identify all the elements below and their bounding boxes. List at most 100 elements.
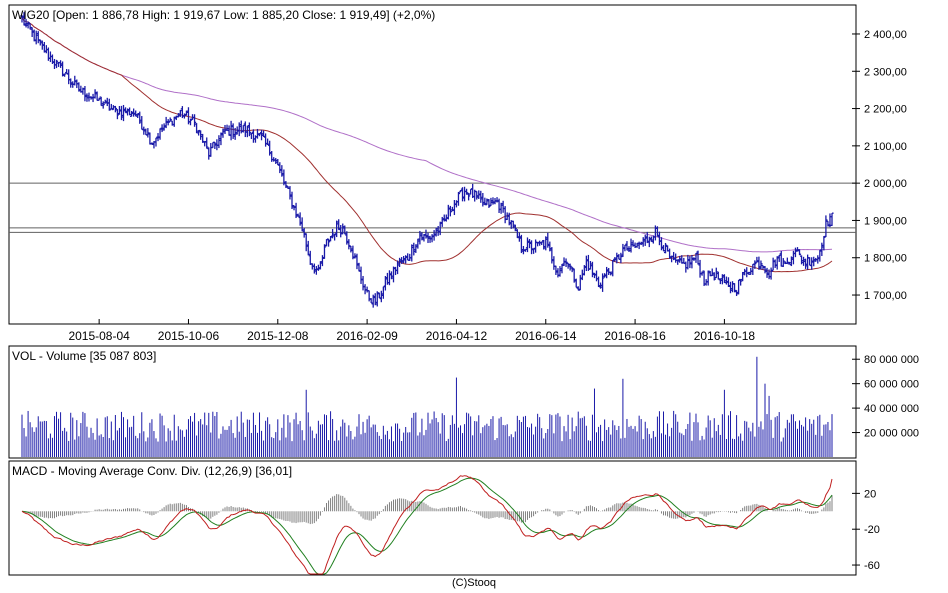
price-bar xyxy=(527,239,532,249)
price-bar xyxy=(540,241,544,246)
price-bar xyxy=(812,256,816,267)
price-bar xyxy=(109,103,113,110)
price-bar xyxy=(391,266,396,283)
price-bar xyxy=(460,187,465,202)
price-bar xyxy=(603,273,607,278)
price-bar xyxy=(389,271,394,280)
price-bar xyxy=(259,129,264,141)
price-bar xyxy=(566,262,570,269)
price-bar xyxy=(655,226,660,237)
price-bar xyxy=(558,266,562,277)
price-bar xyxy=(150,142,154,146)
price-bar xyxy=(63,73,67,77)
price-bar xyxy=(690,254,694,269)
price-y-tick-label: 2 300,00 xyxy=(864,66,907,78)
price-bar xyxy=(487,199,491,208)
footer-credit: (C)Stooq xyxy=(451,577,497,589)
price-bar xyxy=(479,190,483,203)
price-bar xyxy=(801,256,806,266)
price-bar xyxy=(395,260,400,275)
price-bar xyxy=(564,258,568,267)
price-bar xyxy=(127,107,132,116)
price-bar xyxy=(720,274,724,285)
price-bar xyxy=(590,261,595,278)
price-y-tick-label: 2 000,00 xyxy=(864,178,907,190)
price-bar xyxy=(641,237,645,247)
volume-y-tick-label: 60 000 000 xyxy=(864,379,919,391)
price-bar xyxy=(763,266,767,274)
price-bar xyxy=(499,202,503,214)
price-bar xyxy=(257,133,262,137)
price-bar xyxy=(434,227,438,237)
price-bar xyxy=(296,213,300,217)
price-bar xyxy=(373,293,377,306)
price-bar xyxy=(397,257,402,268)
macd-panel-frame xyxy=(8,460,857,576)
price-bar xyxy=(728,281,733,294)
price-bar xyxy=(718,278,722,285)
price-bar xyxy=(645,231,649,244)
price-bar xyxy=(26,21,30,29)
price-bar xyxy=(741,271,745,282)
price-bar xyxy=(489,197,493,207)
price-bar xyxy=(572,268,576,283)
price-bar xyxy=(113,105,117,113)
x-tick-label: 2015-10-06 xyxy=(158,329,220,343)
price-bar xyxy=(77,82,81,92)
price-bar xyxy=(584,255,588,272)
price-bar xyxy=(582,265,586,276)
price-bar xyxy=(722,274,727,284)
price-bar xyxy=(598,282,603,289)
price-bar xyxy=(333,233,337,241)
price-bar xyxy=(176,113,180,118)
price-bar xyxy=(574,278,578,289)
price-bar xyxy=(414,244,418,253)
price-y-tick-label: 1 900,00 xyxy=(864,215,907,227)
price-bar xyxy=(197,129,201,136)
price-bar xyxy=(686,254,690,270)
price-bar xyxy=(507,212,511,226)
price-bar xyxy=(337,219,341,231)
price-bar xyxy=(525,237,530,253)
moving-average-short-line xyxy=(21,17,833,273)
price-bar xyxy=(418,230,422,245)
price-bar xyxy=(255,128,260,139)
x-tick-label: 2016-04-12 xyxy=(426,329,488,343)
price-bar xyxy=(491,197,495,205)
volume-y-tick-label: 80 000 000 xyxy=(864,354,919,366)
price-bar xyxy=(456,191,461,206)
price-bar xyxy=(661,245,666,252)
price-bar xyxy=(513,224,517,232)
price-bar xyxy=(34,30,38,45)
price-bar xyxy=(627,246,631,252)
price-bar xyxy=(290,191,294,210)
price-bar xyxy=(158,128,162,140)
price-bar xyxy=(353,253,357,259)
price-bar xyxy=(184,110,189,116)
price-bar xyxy=(747,271,751,275)
price-bar xyxy=(123,107,128,114)
price-bar xyxy=(795,247,800,252)
price-bar xyxy=(288,186,292,200)
price-bar xyxy=(99,96,103,107)
price-bar xyxy=(672,251,676,261)
price-bar xyxy=(36,31,40,44)
price-bar xyxy=(245,125,249,138)
price-bar xyxy=(97,97,101,101)
price-bar xyxy=(785,257,789,264)
price-y-tick-label: 1 700,00 xyxy=(864,290,907,302)
price-bar xyxy=(164,116,168,129)
price-bar xyxy=(219,132,223,146)
price-bar xyxy=(343,225,347,235)
price-bar xyxy=(757,256,761,270)
price-bar xyxy=(58,60,63,68)
price-bar xyxy=(623,244,627,252)
price-bar xyxy=(550,247,554,264)
price-bar xyxy=(93,89,97,99)
price-bar xyxy=(458,189,463,193)
price-bar xyxy=(822,236,826,251)
price-bar xyxy=(777,254,781,262)
price-bar xyxy=(830,212,834,227)
price-bar xyxy=(30,26,34,37)
price-bar xyxy=(294,202,298,219)
